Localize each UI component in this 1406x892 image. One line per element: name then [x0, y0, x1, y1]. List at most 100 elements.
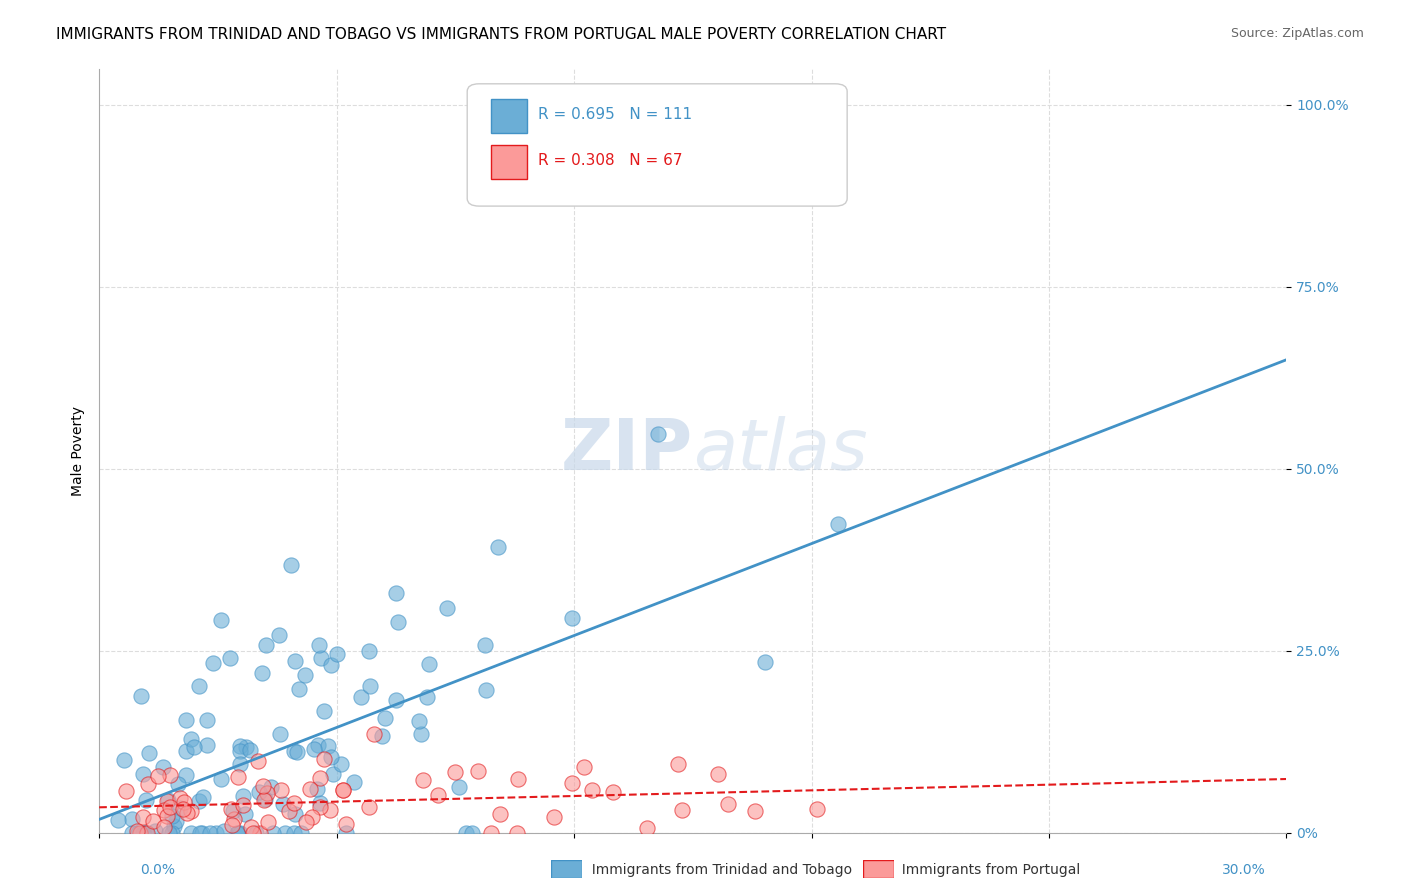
Point — [359, 644, 381, 658]
Point — [226, 826, 249, 840]
Point — [187, 679, 209, 693]
Point — [247, 785, 270, 799]
Point — [180, 804, 202, 818]
Point — [436, 601, 458, 615]
Point — [131, 767, 153, 781]
Point — [229, 739, 252, 753]
Text: atlas: atlas — [693, 417, 868, 485]
Point — [305, 781, 328, 796]
Point — [152, 760, 174, 774]
Point — [647, 426, 669, 441]
Point — [273, 826, 295, 840]
Point — [121, 812, 143, 826]
Text: ZIP: ZIP — [561, 417, 693, 485]
Point — [176, 806, 198, 821]
Point — [138, 746, 160, 760]
Point — [454, 826, 477, 840]
Text: R = 0.308   N = 67: R = 0.308 N = 67 — [538, 153, 683, 168]
Point — [221, 818, 243, 832]
Point — [827, 516, 849, 531]
Point — [242, 826, 264, 840]
Point — [304, 742, 326, 756]
Point — [298, 782, 321, 797]
Point — [253, 793, 276, 807]
Point — [174, 713, 197, 727]
Point — [135, 793, 157, 807]
Point — [156, 809, 179, 823]
Point — [193, 789, 215, 804]
Point — [408, 714, 430, 729]
Point — [262, 826, 284, 840]
Point — [259, 780, 281, 794]
Point — [636, 821, 658, 835]
Point — [229, 756, 252, 771]
Point — [806, 802, 828, 816]
Point — [127, 826, 149, 840]
Point — [204, 826, 226, 840]
Point — [270, 783, 292, 797]
Point — [183, 739, 205, 754]
Point — [321, 749, 343, 764]
Point — [335, 817, 357, 831]
Point — [212, 824, 235, 838]
Point — [332, 782, 354, 797]
Point — [209, 772, 232, 786]
Point — [229, 744, 252, 758]
Point — [479, 826, 502, 840]
Point — [561, 611, 583, 625]
Point — [202, 656, 225, 670]
Point — [125, 823, 148, 838]
Point — [409, 727, 432, 741]
Point — [443, 765, 465, 780]
Point — [129, 689, 152, 703]
Point — [754, 655, 776, 669]
Point — [283, 826, 305, 840]
Point — [301, 810, 323, 824]
Point — [160, 826, 183, 840]
Point — [180, 826, 202, 840]
Point — [489, 806, 512, 821]
Point — [744, 804, 766, 818]
Point — [232, 789, 254, 803]
Point — [107, 813, 129, 827]
Text: Immigrants from Portugal: Immigrants from Portugal — [893, 863, 1080, 877]
Point — [416, 690, 439, 705]
Point — [385, 586, 408, 600]
Point — [374, 711, 396, 725]
Point — [581, 783, 603, 797]
Point — [249, 826, 271, 840]
Point — [285, 746, 308, 760]
Point — [314, 704, 336, 718]
Point — [159, 800, 181, 814]
Point — [316, 739, 339, 753]
Point — [508, 772, 530, 786]
Point — [370, 730, 392, 744]
Point — [235, 740, 257, 755]
Point — [138, 777, 160, 791]
Point — [666, 756, 689, 771]
Point — [131, 810, 153, 824]
Point — [267, 627, 290, 641]
Text: Immigrants from Trinidad and Tobago: Immigrants from Trinidad and Tobago — [583, 863, 852, 877]
Point — [326, 648, 349, 662]
Point — [172, 802, 194, 816]
Point — [252, 779, 274, 793]
Point — [307, 739, 329, 753]
Point — [219, 802, 242, 816]
Point — [717, 797, 740, 812]
Point — [239, 742, 262, 756]
Point — [322, 767, 344, 781]
Point — [461, 826, 484, 840]
Text: 0.0%: 0.0% — [141, 863, 176, 877]
Y-axis label: Male Poverty: Male Poverty — [72, 406, 86, 496]
Point — [247, 754, 270, 768]
Point — [233, 806, 256, 821]
Point — [295, 814, 318, 829]
Point — [169, 801, 191, 815]
Point — [269, 727, 291, 741]
Point — [157, 793, 180, 807]
Point — [309, 800, 332, 814]
Point — [166, 777, 188, 791]
Point — [128, 826, 150, 840]
Point — [240, 820, 263, 834]
